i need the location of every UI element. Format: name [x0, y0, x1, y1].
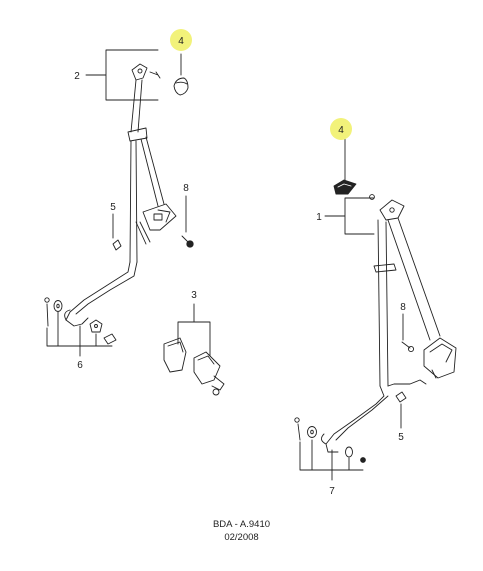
- left-belt-upper: [130, 79, 143, 133]
- left-d-ring: [127, 127, 148, 142]
- left-lower-bolt: [46, 303, 49, 327]
- left-upper-anchor: [131, 63, 148, 81]
- callout-7: 7: [329, 486, 335, 497]
- right-belt-upper: [387, 217, 441, 341]
- callout-4-highlight-left: [170, 29, 192, 51]
- buckle-assembly: [163, 303, 225, 396]
- callout-5-left: 5: [110, 202, 116, 213]
- right-belt-lap: [377, 219, 389, 387]
- left-spacer: [89, 319, 103, 333]
- left-small-bolt: [112, 239, 122, 251]
- bracket-2: [85, 49, 159, 101]
- right-lower-nut-small: [360, 457, 366, 463]
- left-retractor: [142, 203, 177, 231]
- left-anchor-bolt: [149, 71, 161, 79]
- callout-8-right: 8: [400, 302, 406, 313]
- bracket-1: [324, 197, 375, 235]
- callout-3: 3: [191, 290, 197, 301]
- left-washer: [53, 300, 63, 312]
- bracket-7: [299, 439, 364, 481]
- right-cover-cap: [333, 179, 357, 195]
- right-retractor-bolt: [401, 341, 411, 349]
- callout-4-highlight-right: [330, 118, 352, 140]
- bracket-6: [46, 311, 113, 357]
- left-lower-nut: [103, 333, 117, 345]
- callout-1: 1: [316, 212, 322, 223]
- buckle-left: [163, 337, 187, 373]
- buckle-right: [193, 351, 221, 385]
- right-lower-bolt: [297, 423, 301, 441]
- right-spacer: [345, 446, 353, 458]
- right-upper-anchor: [379, 199, 405, 221]
- callout-6: 6: [77, 360, 83, 371]
- left-cover-cap: [173, 77, 189, 96]
- callout-2: 2: [74, 71, 80, 82]
- left-retractor-bolt: [181, 235, 189, 243]
- left-lower-anchor-bar: [65, 261, 138, 327]
- right-lower-anchor-bar: [325, 379, 427, 453]
- right-seat-belt-assembly: [294, 179, 457, 463]
- left-belt-lap: [129, 140, 138, 263]
- right-retractor: [423, 337, 457, 379]
- right-washer: [307, 426, 317, 438]
- callout-8-left: 8: [183, 183, 189, 194]
- callout-4-left: 4: [178, 36, 184, 47]
- left-seat-belt-assembly: [44, 63, 194, 345]
- drawing-date: 02/2008: [224, 532, 259, 543]
- right-lower-nut: [395, 391, 407, 403]
- drawing-code: BDA - A.9410: [212, 519, 271, 530]
- callout-5-right: 5: [398, 432, 404, 443]
- callout-4-right: 4: [338, 125, 344, 136]
